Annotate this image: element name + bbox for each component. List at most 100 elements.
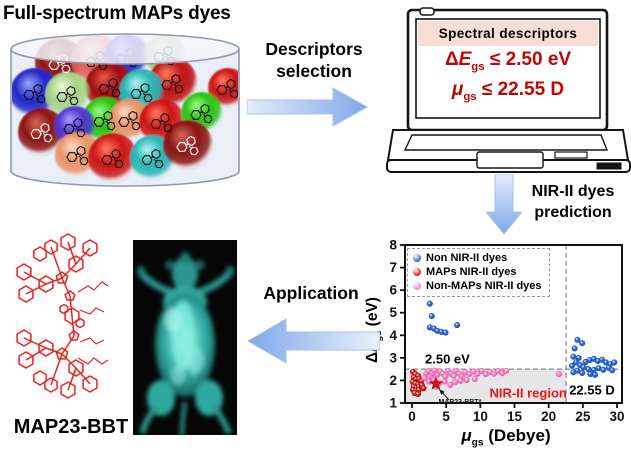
x-axis-label: μgs (Debye) bbox=[461, 426, 551, 449]
dye-ball bbox=[12, 68, 60, 118]
descriptor-equation-dipole: μgs ≤ 22.55 D bbox=[417, 79, 599, 103]
laptop-screen-header: Spectral descriptors bbox=[418, 21, 598, 46]
y-tick-label: 8 bbox=[389, 238, 397, 253]
scatter-point bbox=[592, 371, 599, 378]
prediction-label-line2: prediction bbox=[534, 204, 612, 221]
y-tick-label: 4 bbox=[389, 328, 397, 343]
x-tick-label: 10 bbox=[473, 409, 488, 424]
x-tick-label: 30 bbox=[609, 409, 624, 424]
descriptors-label-line2: selection bbox=[276, 61, 352, 81]
scatter-point bbox=[579, 340, 586, 347]
dye-ball bbox=[88, 133, 138, 183]
scatter-point bbox=[442, 329, 449, 336]
nir2-prediction-label: NIR-II dyes prediction bbox=[512, 181, 631, 223]
scatter-point bbox=[415, 390, 422, 398]
legend-item: MAPs NIR-II dyes bbox=[413, 265, 542, 279]
scatter-point bbox=[600, 366, 607, 373]
dye-ball bbox=[18, 108, 66, 156]
prediction-label-line1: NIR-II dyes bbox=[531, 183, 615, 200]
molecule-name-label: MAP23-BBT bbox=[13, 416, 129, 438]
descriptor-equation-energy: ΔEgs ≤ 2.50 eV bbox=[417, 49, 599, 73]
legend-dot-icon bbox=[413, 254, 421, 262]
mouse-body bbox=[137, 252, 234, 435]
energy-variable: E bbox=[458, 49, 472, 70]
map23-bbt-structure bbox=[16, 233, 109, 399]
scatter-point bbox=[450, 372, 457, 379]
scatter-point bbox=[428, 313, 435, 320]
x-tick-label: 0 bbox=[408, 409, 416, 424]
dye-container-cylinder bbox=[10, 33, 240, 187]
scatter-point bbox=[478, 367, 485, 374]
legend-item: Non NIR-II dyes bbox=[413, 251, 542, 265]
scatter-point bbox=[611, 359, 618, 366]
energy-threshold-value: ≤ 2.50 eV bbox=[484, 49, 572, 70]
dipole-variable: μ bbox=[451, 79, 464, 100]
energy-subscript: gs bbox=[471, 60, 485, 73]
y-tick-label: 3 bbox=[389, 350, 397, 365]
y-tick-label: 5 bbox=[389, 305, 397, 320]
scatter-point bbox=[463, 376, 470, 384]
scatter-point bbox=[571, 345, 578, 352]
star-annotation-arrow bbox=[442, 392, 450, 401]
star-annotation-arrowhead bbox=[438, 388, 445, 395]
laptop-detail-port bbox=[596, 162, 622, 170]
dipole-threshold-value: ≤ 22.55 D bbox=[476, 79, 565, 100]
scatter-point bbox=[503, 367, 510, 374]
y-tick-label: 2 bbox=[389, 373, 397, 388]
scatter-point bbox=[447, 381, 454, 388]
x-tick-label: 25 bbox=[575, 409, 591, 424]
laptop-keyboard bbox=[403, 134, 609, 151]
scatter-point bbox=[454, 322, 461, 329]
legend-item: Non-MAPs NIR-II dyes bbox=[413, 279, 542, 293]
scatter-point bbox=[579, 369, 586, 377]
scatter-point bbox=[570, 369, 577, 376]
legend-label: Non NIR-II dyes bbox=[426, 252, 508, 264]
y-tick-label: 1 bbox=[389, 396, 397, 411]
dipole-subscript: gs bbox=[463, 90, 477, 103]
chart-annotation: 22.55 D bbox=[569, 382, 615, 397]
scatter-point bbox=[609, 367, 616, 374]
legend-label: MAPs NIR-II dyes bbox=[426, 266, 517, 278]
dye-ball bbox=[163, 120, 213, 170]
prediction-arrow-icon bbox=[486, 174, 522, 235]
legend-label: Non-MAPs NIR-II dyes bbox=[426, 280, 542, 292]
scatter-point bbox=[426, 300, 433, 307]
laptop-camera-icon bbox=[419, 7, 435, 16]
chart-annotation: 2.50 eV bbox=[425, 352, 470, 367]
scatter-point bbox=[555, 371, 562, 378]
scatter-point bbox=[442, 373, 449, 380]
y-tick-label: 6 bbox=[389, 283, 397, 298]
series-maps-nir-ii-dyes bbox=[409, 368, 427, 398]
mouse-nir2-image bbox=[133, 240, 237, 435]
scatter-point bbox=[420, 385, 427, 392]
scatter-point bbox=[574, 336, 581, 343]
map23-bbt-star-marker bbox=[429, 376, 443, 390]
scatter-chart: MAP23-BBT* 2.50 eV 22.55 D NIR-II region 0 5 1… bbox=[375, 233, 631, 433]
scatter-point bbox=[457, 377, 464, 384]
descriptors-label-line1: Descriptors bbox=[265, 39, 363, 59]
legend-dot-icon bbox=[413, 282, 421, 290]
scatter-point bbox=[568, 362, 575, 369]
delta-symbol: Δ bbox=[444, 49, 459, 70]
scatter-point bbox=[441, 378, 448, 385]
laptop-detail-slot bbox=[554, 151, 588, 159]
plot-border bbox=[404, 244, 623, 404]
application-arrow-icon bbox=[248, 318, 380, 364]
laptop-touchpad bbox=[476, 151, 544, 169]
dye-ball bbox=[109, 99, 151, 141]
chart-annotation: NIR-II region bbox=[490, 385, 567, 400]
legend-dot-icon bbox=[413, 268, 421, 276]
chart-legend: Non NIR-II dyes MAPs NIR-II dyes Non-MAPs … bbox=[407, 248, 550, 297]
cylinder-top-rim bbox=[10, 33, 240, 65]
descriptors-selection-label: Descriptors selection bbox=[246, 38, 382, 82]
series-non-nir-ii-dyes bbox=[426, 300, 618, 378]
descriptors-arrow-icon bbox=[247, 87, 369, 127]
scatter-point bbox=[575, 354, 582, 361]
scatter-point bbox=[570, 353, 577, 360]
figure-title: Full-spectrum MAPs dyes bbox=[3, 3, 231, 24]
x-tick-label: 5 bbox=[442, 409, 450, 424]
x-tick-label: 20 bbox=[541, 409, 556, 424]
molecule-drawing bbox=[16, 233, 109, 399]
scatter-point bbox=[471, 376, 478, 383]
